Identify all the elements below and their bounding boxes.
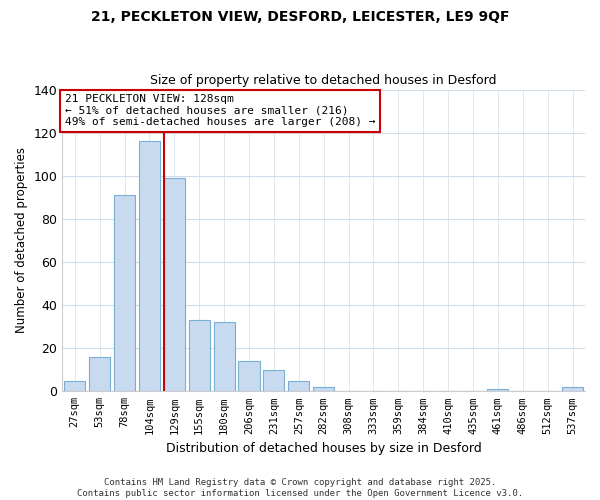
Text: 21, PECKLETON VIEW, DESFORD, LEICESTER, LE9 9QF: 21, PECKLETON VIEW, DESFORD, LEICESTER, … (91, 10, 509, 24)
Bar (139, 142, 160, 392)
X-axis label: Distribution of detached houses by size in Desford: Distribution of detached houses by size … (166, 442, 482, 455)
Bar (288, 380, 310, 392)
Bar (114, 195, 135, 392)
Bar (263, 370, 284, 392)
Bar (214, 322, 235, 392)
Bar (188, 320, 210, 392)
Bar (313, 387, 334, 392)
Bar (164, 178, 185, 392)
Bar (562, 387, 583, 392)
Text: 21 PECKLETON VIEW: 128sqm
← 51% of detached houses are smaller (216)
49% of semi: 21 PECKLETON VIEW: 128sqm ← 51% of detac… (65, 94, 376, 128)
Bar (238, 361, 260, 392)
Y-axis label: Number of detached properties: Number of detached properties (15, 148, 28, 334)
Title: Size of property relative to detached houses in Desford: Size of property relative to detached ho… (151, 74, 497, 87)
Bar (89, 357, 110, 392)
Bar (487, 389, 508, 392)
Bar (64, 380, 85, 392)
Text: Contains HM Land Registry data © Crown copyright and database right 2025.
Contai: Contains HM Land Registry data © Crown c… (77, 478, 523, 498)
